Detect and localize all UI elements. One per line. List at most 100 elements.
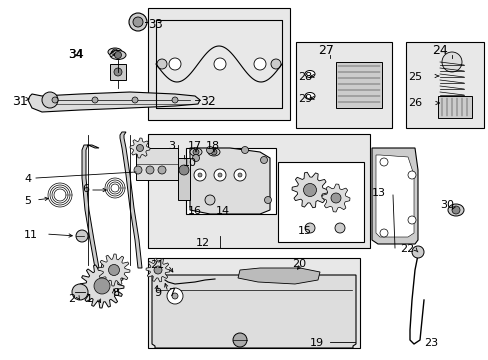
Circle shape [260, 157, 267, 163]
Circle shape [334, 223, 345, 233]
Polygon shape [291, 172, 327, 208]
Text: 8: 8 [112, 288, 119, 298]
Text: 34: 34 [68, 48, 82, 61]
Circle shape [134, 166, 142, 174]
Circle shape [441, 52, 461, 72]
Polygon shape [238, 268, 319, 284]
Polygon shape [28, 92, 200, 112]
Circle shape [76, 230, 88, 242]
Polygon shape [82, 145, 99, 268]
Bar [148, 134, 369, 248]
Polygon shape [98, 254, 130, 286]
Text: 5: 5 [24, 196, 31, 206]
Text: 33: 33 [148, 18, 163, 31]
Circle shape [114, 51, 121, 58]
Text: 20: 20 [291, 259, 305, 269]
Circle shape [379, 158, 387, 166]
Circle shape [158, 166, 165, 174]
Text: 29: 29 [297, 94, 312, 104]
Circle shape [133, 17, 142, 27]
Bar [335, 62, 381, 108]
Circle shape [146, 166, 154, 174]
Text: 9: 9 [154, 288, 161, 298]
Circle shape [94, 278, 110, 294]
Circle shape [241, 147, 248, 153]
Circle shape [198, 173, 202, 177]
Ellipse shape [447, 204, 463, 216]
Circle shape [52, 97, 58, 103]
Circle shape [379, 229, 387, 237]
Text: 13: 13 [371, 188, 385, 198]
Text: 31: 31 [12, 95, 28, 108]
Circle shape [108, 265, 119, 275]
Circle shape [114, 68, 122, 76]
Text: 30: 30 [439, 200, 453, 210]
Text: 25: 25 [407, 72, 421, 82]
Text: 10: 10 [183, 158, 197, 168]
Circle shape [451, 206, 459, 214]
Circle shape [194, 169, 205, 181]
Circle shape [169, 58, 181, 70]
Text: 16: 16 [187, 206, 202, 216]
Circle shape [132, 97, 138, 103]
Circle shape [72, 284, 88, 300]
Circle shape [407, 216, 415, 224]
Text: 23: 23 [423, 338, 437, 348]
Circle shape [193, 149, 199, 155]
Text: 1: 1 [86, 294, 93, 304]
Text: 12: 12 [196, 238, 210, 248]
Circle shape [214, 169, 225, 181]
Circle shape [305, 223, 314, 233]
Circle shape [129, 13, 147, 31]
Bar [278, 162, 363, 242]
Circle shape [92, 97, 98, 103]
Text: 14: 14 [216, 206, 230, 216]
Ellipse shape [190, 148, 202, 156]
Text: 3: 3 [168, 141, 175, 151]
Bar [405, 42, 483, 128]
Polygon shape [130, 138, 150, 158]
Text: 4: 4 [24, 174, 31, 184]
Circle shape [172, 293, 178, 299]
Polygon shape [371, 148, 417, 244]
Text: 11: 11 [24, 230, 38, 240]
Bar [185, 148, 275, 214]
Circle shape [172, 97, 178, 103]
Circle shape [264, 197, 271, 203]
Circle shape [210, 149, 217, 155]
Circle shape [167, 288, 183, 304]
Text: 34: 34 [68, 48, 83, 61]
Polygon shape [120, 132, 142, 268]
Text: 27: 27 [317, 44, 333, 57]
Circle shape [218, 173, 222, 177]
Polygon shape [80, 264, 124, 308]
Polygon shape [152, 275, 355, 348]
Circle shape [157, 59, 167, 69]
Bar [148, 258, 359, 348]
Text: 17: 17 [187, 141, 202, 151]
Polygon shape [190, 148, 269, 214]
Bar [148, 8, 289, 120]
Bar [178, 158, 190, 200]
Text: 32: 32 [200, 95, 215, 108]
Polygon shape [146, 258, 170, 282]
Bar [437, 96, 471, 118]
Circle shape [154, 266, 162, 274]
Circle shape [136, 144, 143, 152]
Circle shape [270, 59, 281, 69]
Bar [136, 148, 178, 180]
Polygon shape [321, 184, 349, 212]
Ellipse shape [110, 50, 126, 59]
Text: 22: 22 [399, 244, 413, 254]
Circle shape [253, 58, 265, 70]
Text: 2: 2 [68, 294, 75, 304]
Circle shape [411, 246, 423, 258]
Ellipse shape [305, 93, 314, 99]
Circle shape [42, 92, 58, 108]
Bar [295, 42, 391, 128]
Ellipse shape [305, 71, 314, 77]
Text: 6: 6 [82, 184, 89, 194]
Circle shape [238, 173, 242, 177]
Text: 21: 21 [150, 260, 164, 270]
Circle shape [192, 154, 199, 162]
